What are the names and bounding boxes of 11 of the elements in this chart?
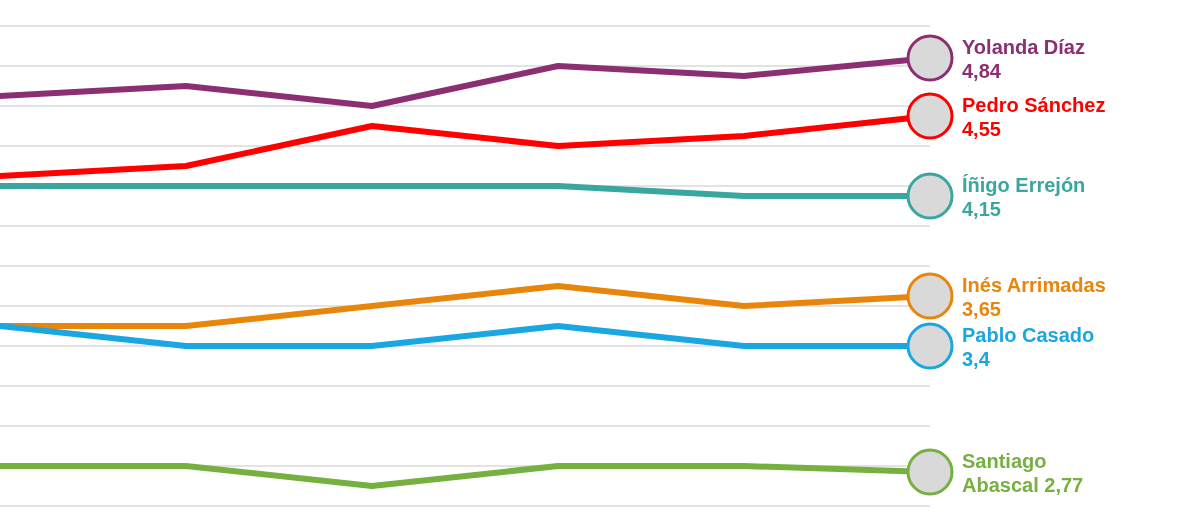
series-label: Pedro Sánchez: [962, 94, 1106, 116]
text: Santiago Abascal 2,77: [962, 450, 1084, 496]
series-label: Pablo Casado: [962, 324, 1095, 346]
series-label: Íñigo Errejón: [962, 174, 1086, 196]
series-label: Yolanda Díaz: [962, 36, 1085, 58]
data-label: 4,84: [962, 60, 1002, 82]
data-label: 4,15: [962, 198, 1001, 220]
data-label: 3,65: [962, 298, 1001, 320]
series-label: Inés Arrimadas: [962, 274, 1106, 296]
data-label: 3,4: [962, 348, 991, 370]
data-label: 4,55: [962, 118, 1001, 140]
